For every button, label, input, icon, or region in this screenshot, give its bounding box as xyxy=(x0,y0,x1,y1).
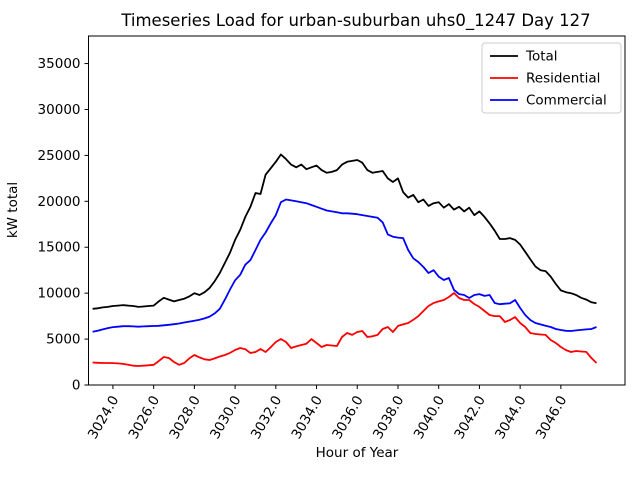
x-tick-label: 3026.0 xyxy=(126,393,163,442)
x-tick-label: 3046.0 xyxy=(533,393,570,442)
x-axis-label: Hour of Year xyxy=(316,445,399,461)
y-tick-label: 25000 xyxy=(38,148,81,164)
y-tick-label: 35000 xyxy=(38,56,81,72)
legend-label-total: Total xyxy=(525,49,558,65)
legend-frame xyxy=(481,42,622,114)
y-tick-label: 20000 xyxy=(38,194,81,210)
x-tick-label: 3030.0 xyxy=(207,393,244,442)
x-axis-ticks: 3024.0 3026.0 3028.0 3030.0 3032.0 3034.0 3036… xyxy=(85,385,570,442)
x-tick-label: 3024.0 xyxy=(85,393,122,442)
series-line-residential xyxy=(92,292,598,367)
y-axis-ticks: 0 5000 10000 15000 20000 25000 30000 35000 xyxy=(38,56,89,394)
x-tick-label: 3036.0 xyxy=(329,393,366,442)
x-tick-label: 3042.0 xyxy=(451,393,488,442)
series-line-commercial xyxy=(92,198,597,333)
y-tick-label: 10000 xyxy=(38,286,81,302)
x-tick-label: 3034.0 xyxy=(289,393,326,442)
y-tick-label: 15000 xyxy=(38,240,81,256)
chart-title: Timeseries Load for urban-suburban uhs0_… xyxy=(120,11,590,31)
y-tick-label: 30000 xyxy=(38,102,81,118)
x-tick-label: 3028.0 xyxy=(166,393,203,442)
x-tick-label: 3032.0 xyxy=(248,393,285,442)
series-lines xyxy=(92,153,598,367)
y-tick-label: 0 xyxy=(72,378,81,394)
y-tick-label: 5000 xyxy=(46,332,80,348)
y-axis-label: kW total xyxy=(5,182,21,238)
legend-label-commercial: Commercial xyxy=(526,93,607,109)
x-tick-label: 3044.0 xyxy=(492,393,529,442)
series-line-total xyxy=(92,153,597,310)
x-tick-label: 3040.0 xyxy=(411,393,448,442)
legend: Total Residential Commercial xyxy=(481,42,622,114)
x-tick-label: 3038.0 xyxy=(370,393,407,442)
plot-frame xyxy=(88,35,626,386)
legend-label-residential: Residential xyxy=(526,71,600,87)
